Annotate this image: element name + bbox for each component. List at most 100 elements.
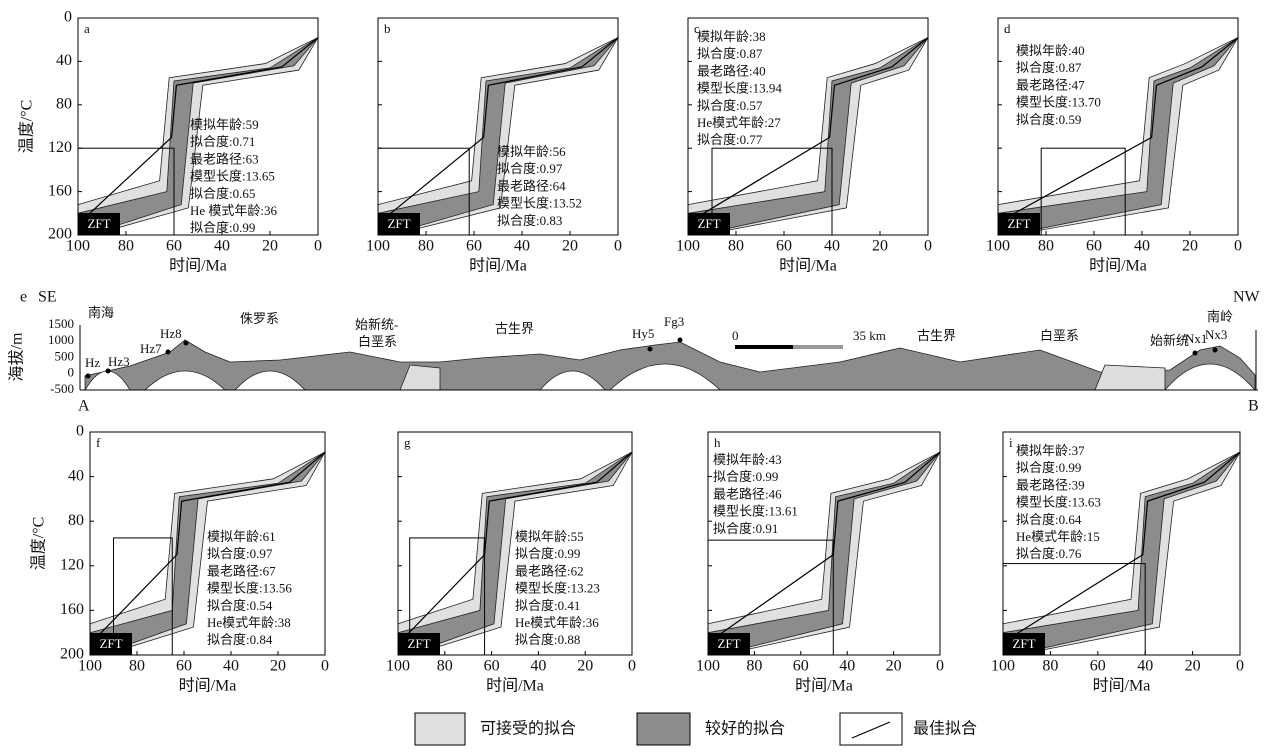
x-tick-label: 80 bbox=[129, 658, 145, 675]
fit-annotation: 拟合度:0.41 bbox=[515, 598, 580, 613]
section-text: 白垩系 bbox=[1040, 328, 1079, 343]
x-tick-label: 80 bbox=[746, 658, 762, 675]
legend-swatch bbox=[414, 712, 466, 746]
panel-label: i bbox=[1009, 435, 1013, 450]
x-tick-label: 80 bbox=[118, 238, 134, 255]
fit-annotation: 最老路径:40 bbox=[697, 63, 766, 78]
x-tick-label: 20 bbox=[1182, 238, 1198, 255]
best-path bbox=[402, 451, 633, 640]
granite-body bbox=[234, 370, 306, 391]
legend-text: 最佳拟合 bbox=[913, 720, 977, 738]
fit-annotation: 模型长度:13.61 bbox=[713, 504, 798, 519]
fit-annotation: 拟合度:0.99 bbox=[1016, 460, 1081, 475]
best-path bbox=[382, 37, 619, 221]
fit-annotation: He模式年龄:36 bbox=[515, 615, 599, 630]
x-axis-label: 时间/Ma bbox=[1093, 677, 1151, 695]
panel-label: g bbox=[404, 435, 411, 450]
y-axis-label: 温度/°C bbox=[18, 100, 36, 154]
x-tick-label: 0 bbox=[924, 238, 932, 255]
zft-label: ZFT bbox=[1007, 216, 1030, 231]
section-text: 0 bbox=[732, 328, 739, 343]
y-tick-label: 160 bbox=[60, 601, 84, 618]
section-text: Hy5 bbox=[632, 326, 654, 341]
fit-annotation: 模拟年龄:37 bbox=[1016, 443, 1085, 458]
zft-label: ZFT bbox=[99, 636, 122, 651]
x-tick-label: 20 bbox=[262, 238, 278, 255]
section-text: 始新统 bbox=[1150, 333, 1189, 348]
best-path bbox=[82, 37, 319, 221]
x-tick-label: 100 bbox=[78, 658, 102, 675]
section-y-tick: 1500 bbox=[48, 316, 74, 331]
fit-annotation: 模拟年龄:61 bbox=[207, 529, 276, 544]
y-tick-label: 200 bbox=[48, 226, 72, 243]
sample-site bbox=[105, 368, 111, 374]
zft-tag bbox=[378, 213, 420, 235]
x-tick-label: 40 bbox=[514, 238, 530, 255]
fit-annotation: 拟合度:0.76 bbox=[1016, 546, 1082, 561]
fit-annotation: 拟合度:0.71 bbox=[190, 134, 255, 149]
panel-label: d bbox=[1004, 21, 1011, 36]
legend-swatch bbox=[636, 712, 691, 746]
x-tick-label: 100 bbox=[676, 238, 700, 255]
fit-annotation: 模拟年龄:38 bbox=[697, 29, 766, 44]
x-tick-label: 60 bbox=[776, 238, 792, 255]
y-tick-label: 0 bbox=[76, 423, 84, 440]
sample-site bbox=[165, 349, 171, 355]
panel-label: f bbox=[96, 435, 101, 450]
fit-annotation: 拟合度:0.88 bbox=[515, 632, 580, 647]
sample-site bbox=[647, 346, 653, 352]
section-text: Hz bbox=[85, 355, 100, 370]
x-tick-label: 60 bbox=[176, 658, 192, 675]
fit-annotation: 拟合度:0.87 bbox=[697, 46, 763, 61]
x-axis-label: 时间/Ma bbox=[169, 257, 227, 275]
x-axis-label: 时间/Ma bbox=[779, 257, 837, 275]
y-tick-label: 40 bbox=[68, 467, 84, 484]
zft-label: ZFT bbox=[387, 216, 410, 231]
granite-body bbox=[143, 370, 227, 391]
zft-label: ZFT bbox=[407, 636, 430, 651]
fit-annotation: 模拟年龄:59 bbox=[190, 117, 259, 132]
x-tick-label: 60 bbox=[793, 658, 809, 675]
zft-tag bbox=[708, 633, 750, 655]
legend-swatch bbox=[839, 712, 903, 746]
fit-annotation: 模型长度:13.65 bbox=[190, 169, 275, 184]
fit-annotation: 模型长度:13.56 bbox=[207, 581, 292, 596]
zft-tag bbox=[1003, 633, 1045, 655]
fit-annotation: 最老路径:64 bbox=[497, 178, 566, 193]
section-y-tick: -500 bbox=[50, 381, 74, 396]
sample-site bbox=[1212, 347, 1218, 353]
fit-annotation: 拟合度:0.54 bbox=[207, 598, 273, 613]
fit-annotation: 拟合度:0.99 bbox=[713, 469, 778, 484]
x-tick-label: 60 bbox=[166, 238, 182, 255]
x-tick-label: 80 bbox=[1042, 658, 1058, 675]
fit-annotation: He 模式年龄:36 bbox=[190, 203, 278, 218]
fit-annotation: 最老路径:63 bbox=[190, 151, 259, 166]
zft-label: ZFT bbox=[87, 216, 110, 231]
best-path bbox=[1002, 37, 1239, 221]
section-end: B bbox=[1248, 398, 1259, 415]
zft-label: ZFT bbox=[697, 216, 720, 231]
zft-tag bbox=[688, 213, 730, 235]
plot-frame bbox=[397, 431, 633, 656]
plot-frame bbox=[687, 17, 929, 236]
fit-annotation: 模型长度:13.63 bbox=[1016, 495, 1101, 510]
zft-tag bbox=[90, 633, 132, 655]
fit-annotation: 拟合度:0.64 bbox=[1016, 512, 1082, 527]
fit-annotation: 拟合度:0.97 bbox=[497, 161, 563, 176]
section-dir: SE bbox=[38, 289, 57, 306]
x-tick-label: 20 bbox=[1185, 658, 1201, 675]
x-axis-label: 时间/Ma bbox=[795, 677, 853, 695]
fit-annotation: 拟合度:0.84 bbox=[207, 632, 273, 647]
fit-annotation: He模式年龄:15 bbox=[1016, 529, 1100, 544]
y-tick-label: 120 bbox=[48, 139, 72, 156]
x-axis-label: 时间/Ma bbox=[179, 677, 237, 695]
y-tick-label: 160 bbox=[48, 182, 72, 199]
section-y-tick: 500 bbox=[55, 348, 75, 363]
x-tick-label: 100 bbox=[991, 658, 1015, 675]
granite-body bbox=[1164, 363, 1256, 391]
fit-annotation: 拟合度:0.57 bbox=[697, 98, 763, 113]
fit-annotation: 最老路径:67 bbox=[207, 563, 276, 578]
sample-site bbox=[677, 337, 683, 343]
x-tick-label: 100 bbox=[986, 238, 1010, 255]
